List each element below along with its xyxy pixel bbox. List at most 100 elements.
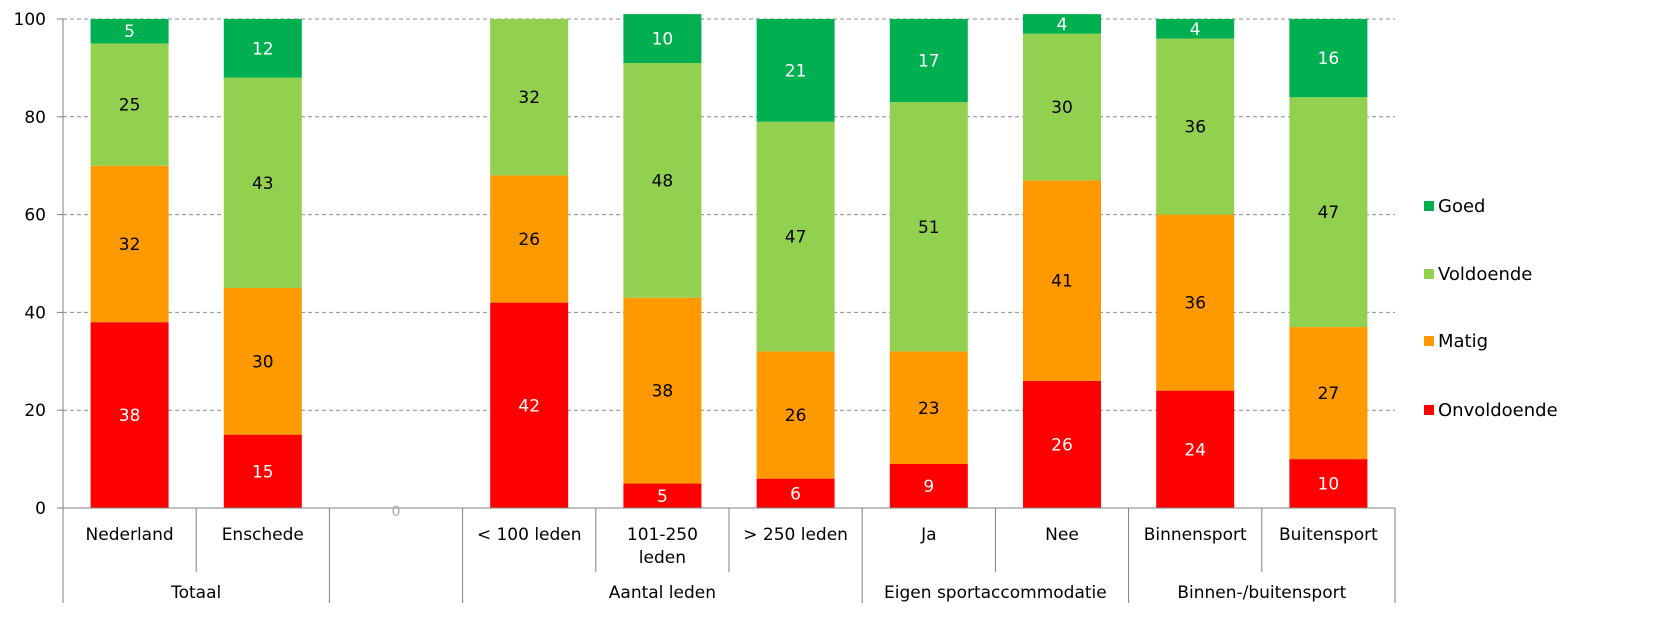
x-category-label: Buitensport [1279,525,1378,545]
zero-marker: 0 [392,504,401,520]
x-category-label: Nederland [86,525,174,545]
legend-label: Voldoende [1438,264,1532,285]
bar-segment [1289,459,1368,508]
bar-segment [90,322,169,508]
data-label: 10 [652,30,674,50]
x-group-label: Binnen-/buitensport [1177,583,1346,603]
data-label: 4 [1057,15,1068,35]
data-label: 36 [1184,294,1206,314]
legend: Goed Voldoende Matig Onvoldoende [1424,196,1558,421]
bar-segment [623,297,702,484]
data-label: 30 [252,352,274,372]
y-tick-label: 0 [35,499,46,519]
data-label: 47 [1318,203,1340,223]
data-label: 10 [1318,475,1340,495]
bar-segment [889,19,968,103]
legend-swatch [1424,336,1434,346]
bar-segment [756,121,835,352]
data-label: 51 [918,218,940,238]
legend-swatch [1424,269,1434,279]
y-tick-label: 80 [24,108,46,128]
legend-label: Onvoldoende [1438,400,1558,421]
bar-segment [90,19,169,44]
data-label: 24 [1184,440,1206,460]
data-label: 5 [657,487,668,507]
data-label: 9 [923,477,934,497]
y-tick-label: 100 [14,10,46,30]
x-category-label: Enschede [222,525,304,545]
data-label: 5 [124,22,135,42]
bar-segment [90,165,169,323]
data-label: 27 [1318,384,1340,404]
bar-segment [756,478,835,508]
bar-segment [1023,33,1101,181]
y-tick-label: 40 [24,303,46,323]
x-category-label: Ja [920,525,936,545]
bars: 38 32 25 5 15 30 43 12 42 26 32 5 38 48 10 6 26 47 21 9 23 51… [90,14,1368,508]
bar-segment [1156,38,1235,215]
data-label: 16 [1318,49,1340,69]
legend-label: Matig [1438,331,1488,352]
x-group-label: Totaal [170,583,221,603]
data-label: 17 [918,52,940,72]
bar-segment [1023,14,1101,34]
data-label: 21 [785,61,807,81]
data-label: 23 [918,399,940,419]
data-label: 38 [119,406,141,426]
bar-segment [223,287,302,435]
data-label: 25 [119,96,141,116]
bar-segment [1023,380,1101,508]
bar-segment [1289,97,1368,328]
x-group-label: Eigen sportaccommodatie [884,583,1107,603]
data-label: 48 [652,171,674,191]
data-label: 6 [790,484,801,504]
bar-segment [490,302,569,508]
bar-segment [490,175,569,303]
data-label: 47 [785,228,807,248]
bar-segment [1289,19,1368,98]
bar-segment [1289,327,1368,460]
bar-segment [623,63,702,298]
bar-segment [756,351,835,479]
bar-segment [223,19,302,78]
legend-swatch [1424,405,1434,415]
x-category-label: leden [639,548,686,568]
data-label: 32 [119,235,141,255]
x-category-label: Binnensport [1144,525,1247,545]
bar-segment [490,19,569,176]
data-label: 15 [252,462,274,482]
legend-swatch [1424,201,1434,211]
bar-segment [889,102,968,352]
bar-segment [1156,390,1235,508]
legend-label: Goed [1438,196,1485,217]
bar-segment [1156,214,1235,391]
bar-segment [90,43,169,166]
data-label: 36 [1184,118,1206,138]
bar-segment [223,434,302,508]
y-tick-label: 20 [24,401,46,421]
data-label: 43 [252,174,274,194]
data-label: 4 [1190,20,1201,40]
bar-segment [223,77,302,288]
data-label: 26 [785,406,807,426]
data-label: 30 [1051,98,1073,118]
bar-segment [623,483,702,508]
bar-segment [889,351,968,464]
bar-segment [756,19,835,122]
x-group-label: Aantal leden [609,583,716,603]
x-category-label: Nee [1045,525,1079,545]
data-label: 38 [652,382,674,402]
data-label: 42 [518,396,540,416]
bar-segment [623,14,702,64]
x-category-label: 101-250 [627,525,698,545]
data-label: 32 [518,88,540,108]
axes: 0 20 40 60 80 100 0 Nederland Enschede < 100 lede… [14,10,1396,603]
data-label: 41 [1051,272,1073,292]
x-category-label: < 100 leden [477,525,582,545]
bar-segment [889,463,968,508]
data-label: 26 [1051,435,1073,455]
data-label: 12 [252,39,274,59]
data-label: 26 [518,230,540,250]
bar-segment [1156,19,1235,39]
